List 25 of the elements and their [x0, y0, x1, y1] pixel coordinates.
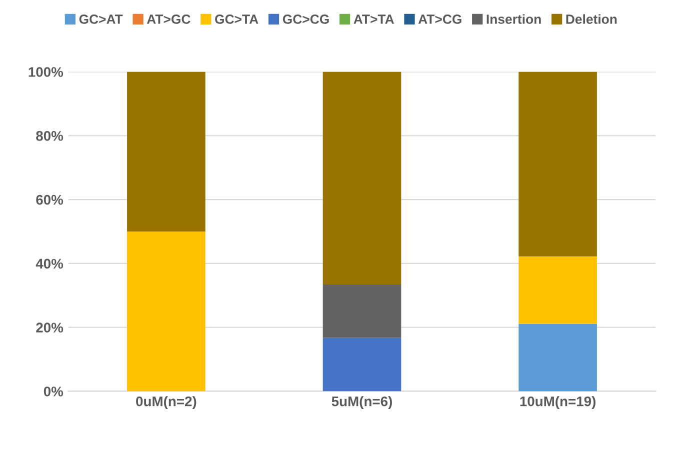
legend-label: Deletion — [566, 14, 617, 24]
y-tick-label: 0% — [44, 386, 64, 396]
bar — [322, 338, 402, 392]
x-tick-label: 0uM(n=2) — [136, 396, 196, 410]
bar — [322, 284, 402, 338]
legend-label: AT>GC — [146, 14, 190, 24]
y-tick-label: 60% — [36, 194, 64, 205]
y-tick-label: 40% — [36, 258, 64, 269]
legend-label: AT>TA — [354, 14, 394, 24]
x-tick-label: 5uM(n=6) — [332, 396, 392, 410]
bar — [518, 324, 597, 392]
bar — [518, 72, 597, 256]
y-tick-label: 100% — [28, 67, 64, 77]
legend-label: AT>CG — [418, 14, 462, 24]
bar — [127, 72, 206, 232]
bar — [518, 256, 597, 324]
legend-label: GC>TA — [215, 14, 258, 24]
y-tick-label: 20% — [36, 322, 64, 333]
y-tick-label: 80% — [36, 130, 64, 141]
legend-label: GC>AT — [79, 14, 123, 24]
legend-label: Insertion — [486, 14, 541, 24]
legend-label: GC>CG — [282, 14, 329, 24]
bar — [127, 232, 206, 392]
bar — [322, 72, 402, 285]
x-tick-label: 10uM(n=19) — [520, 396, 596, 410]
